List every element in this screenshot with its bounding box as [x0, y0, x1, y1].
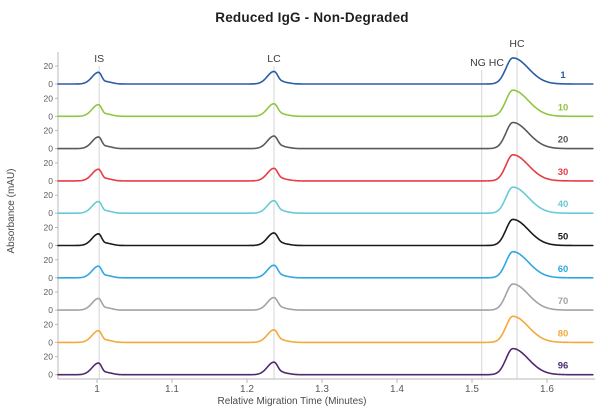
- y-tick-label: 0: [48, 111, 53, 121]
- trace-60: [57, 250, 594, 279]
- peak-annotation-hc: HC: [509, 38, 525, 50]
- trace-label-50: 50: [558, 232, 569, 243]
- x-tick-label: 1.3: [315, 384, 329, 395]
- x-tick-label: 1.4: [390, 384, 404, 395]
- y-tick-label: 20: [44, 352, 54, 362]
- y-tick-label: 20: [44, 255, 54, 265]
- trace-label-60: 60: [558, 264, 569, 275]
- peak-annotation-is: IS: [94, 53, 104, 65]
- y-tick-label: 20: [44, 190, 54, 200]
- y-tick-label: 20: [44, 319, 54, 329]
- y-tick-label: 0: [48, 176, 53, 186]
- chart-title: Reduced IgG - Non-Degraded: [215, 10, 409, 25]
- trace-30: [57, 154, 594, 182]
- x-tick-label: 1.6: [540, 384, 554, 395]
- trace-96: [57, 347, 594, 376]
- y-tick-label: 0: [48, 208, 53, 218]
- y-tick-label: 20: [44, 93, 54, 103]
- trace-80: [57, 315, 594, 344]
- y-tick-label: 20: [44, 158, 54, 168]
- trace-70: [57, 283, 594, 311]
- trace-label-40: 40: [558, 199, 569, 210]
- x-tick-label: 1: [94, 384, 100, 395]
- x-tick-label: 1.1: [165, 384, 179, 395]
- trace-label-96: 96: [558, 361, 569, 372]
- x-axis-label: Relative Migration Time (Minutes): [217, 396, 367, 407]
- y-tick-label: 0: [48, 337, 53, 347]
- y-tick-label: 0: [48, 144, 53, 154]
- y-tick-label: 20: [44, 223, 54, 233]
- x-tick-label: 1.5: [465, 384, 479, 395]
- y-tick-label: 20: [44, 61, 54, 71]
- y-tick-label: 0: [48, 370, 53, 380]
- y-tick-label: 0: [48, 305, 53, 315]
- trace-40: [57, 186, 594, 214]
- y-tick-label: 0: [48, 79, 53, 89]
- y-tick-label: 20: [44, 126, 54, 136]
- trace-label-1: 1: [560, 70, 566, 81]
- y-tick-label: 0: [48, 273, 53, 283]
- trace-10: [57, 89, 594, 118]
- y-tick-label: 20: [44, 287, 54, 297]
- trace-label-70: 70: [558, 296, 569, 307]
- x-tick-label: 1.2: [240, 384, 254, 395]
- trace-label-30: 30: [558, 167, 569, 178]
- trace-label-80: 80: [558, 328, 569, 339]
- y-tick-label: 0: [48, 241, 53, 251]
- trace-50: [57, 218, 594, 247]
- trace-label-20: 20: [558, 135, 569, 146]
- trace-1: [57, 57, 594, 85]
- y-axis-label: Absorbance (mAU): [6, 168, 17, 254]
- trace-label-10: 10: [558, 102, 569, 113]
- peak-annotation-ng-hc: NG HC: [470, 57, 504, 69]
- peak-annotation-lc: LC: [267, 53, 281, 65]
- trace-20: [57, 121, 594, 150]
